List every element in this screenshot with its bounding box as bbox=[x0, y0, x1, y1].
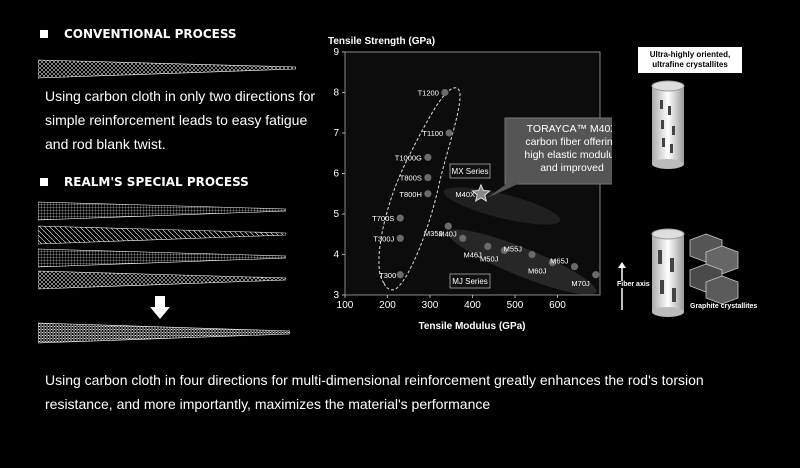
conventional-line-3: and rod blank twist. bbox=[45, 136, 166, 152]
special-line-1: Using carbon cloth in four directions fo… bbox=[45, 372, 704, 388]
point-M55J bbox=[528, 250, 536, 259]
label-T800H: T800H bbox=[399, 190, 422, 199]
x-tick-label: 400 bbox=[464, 300, 481, 311]
point-T300 bbox=[396, 271, 404, 279]
special-description: Using carbon cloth in four directions fo… bbox=[45, 368, 785, 416]
x-tick-label: 600 bbox=[549, 300, 566, 311]
mj-series-label: MJ Series bbox=[452, 277, 488, 286]
t-series-region bbox=[378, 87, 461, 291]
conventional-heading-row: CONVENTIONAL PROCESS bbox=[40, 27, 237, 41]
label-T300: T300 bbox=[379, 271, 396, 280]
conventional-description: Using carbon cloth in only two direction… bbox=[45, 84, 315, 156]
conventional-line-2: simple reinforcement leads to easy fatig… bbox=[45, 112, 308, 128]
label-T1100: T1100 bbox=[422, 129, 443, 138]
label-M50J: M50J bbox=[480, 254, 499, 263]
special-line-2: resistance, and more importantly, maximi… bbox=[45, 396, 491, 412]
label-M40J: M40J bbox=[438, 229, 457, 238]
callout-box bbox=[504, 117, 612, 185]
label-T1200: T1200 bbox=[418, 89, 439, 98]
conventional-heading: CONVENTIONAL PROCESS bbox=[64, 27, 237, 41]
label-M70J: M70J bbox=[571, 279, 590, 288]
point-M35J bbox=[444, 222, 452, 230]
down-arrow-icon bbox=[150, 296, 170, 319]
special-rod-combined bbox=[38, 322, 290, 344]
oriented-label-line-2: ultrafine crystallites bbox=[652, 60, 728, 69]
point-T1200 bbox=[441, 88, 449, 97]
y-tick-label: 7 bbox=[333, 128, 339, 139]
point-M40X-star bbox=[471, 183, 491, 203]
point-T1100 bbox=[445, 129, 453, 137]
point-M40J bbox=[459, 234, 467, 242]
point-T800H bbox=[424, 190, 432, 198]
point-M46J bbox=[484, 242, 492, 250]
special-heading-row: REALM'S SPECIAL PROCESS bbox=[40, 175, 249, 189]
special-rod-layer-1 bbox=[38, 201, 286, 221]
bullet-square-icon bbox=[40, 178, 48, 186]
conventional-line-1: Using carbon cloth in only two direction… bbox=[45, 88, 316, 104]
label-M46J: M46J bbox=[463, 250, 482, 259]
graphite-crystallites-label: Graphite crystallites bbox=[690, 303, 758, 310]
label-M35J: M35J bbox=[424, 229, 443, 238]
mx-series-region bbox=[443, 187, 561, 225]
point-T300J bbox=[396, 234, 404, 242]
chart-xlabel: Tensile Modulus (GPa) bbox=[418, 321, 525, 332]
label-M40X: M40X bbox=[455, 190, 475, 199]
oriented-label-line-1: Ultra-highly oriented, bbox=[649, 50, 731, 59]
tensile-chart: Tensile Strength (GPa) 100 200 300 400 500 60… bbox=[328, 36, 612, 332]
graphite-crystallites-icon bbox=[689, 233, 739, 305]
mx-series-label: MX Series bbox=[452, 167, 489, 176]
conventional-rod bbox=[38, 59, 296, 79]
x-tick-label: 300 bbox=[422, 300, 439, 311]
bullet-square-icon bbox=[40, 30, 48, 38]
special-rod-layer-4 bbox=[38, 270, 286, 290]
callout-line: and improved bbox=[540, 162, 604, 174]
point-T800S bbox=[424, 173, 432, 182]
y-tick-label: 4 bbox=[333, 250, 339, 261]
label-T800S: T800S bbox=[400, 174, 422, 183]
x-tick-label: 500 bbox=[507, 300, 524, 311]
fiber-axis-arrow-icon bbox=[618, 262, 626, 310]
y-tick-label: 6 bbox=[333, 169, 339, 180]
x-tick-label: 200 bbox=[379, 300, 396, 311]
point-T1000G bbox=[424, 153, 432, 161]
callout-pointer bbox=[487, 180, 527, 198]
point-M65J bbox=[570, 263, 579, 271]
label-M60J: M60J bbox=[528, 267, 547, 276]
y-tick-label: 5 bbox=[333, 209, 339, 220]
mx-series-box bbox=[449, 163, 491, 179]
chart-ylabel: Tensile Strength (GPa) bbox=[328, 36, 435, 47]
point-T700S bbox=[396, 214, 404, 222]
callout-line: carbon fiber offering bbox=[525, 136, 612, 148]
special-rod-layer-2 bbox=[38, 225, 286, 245]
label-T300J: T300J bbox=[373, 234, 394, 243]
mj-series-box bbox=[449, 273, 491, 289]
fiber-axis-label: Fiber axis bbox=[617, 281, 650, 288]
point-M70J bbox=[592, 271, 600, 279]
oriented-crystallites-label: Ultra-highly oriented, ultrafine crystal… bbox=[638, 47, 742, 73]
y-tick-label: 8 bbox=[333, 88, 339, 99]
label-T1000G: T1000G bbox=[395, 153, 422, 162]
point-M50J bbox=[500, 246, 508, 255]
label-M65J: M65J bbox=[550, 257, 569, 266]
fiber-cylinder-top-icon bbox=[651, 80, 685, 169]
callout-line: TORAYCA™ M40X bbox=[527, 123, 612, 135]
special-rod-layer-3 bbox=[38, 248, 286, 268]
y-tick-label: 3 bbox=[333, 290, 339, 301]
fiber-cylinder-bottom-icon bbox=[651, 228, 685, 317]
x-tick-label: 100 bbox=[337, 300, 354, 311]
point-M60J bbox=[548, 259, 556, 267]
callout-line: high elastic modulus bbox=[524, 149, 612, 161]
y-tick-label: 9 bbox=[333, 47, 339, 58]
label-M55J: M55J bbox=[504, 245, 523, 254]
label-T700S: T700S bbox=[372, 214, 394, 223]
special-heading: REALM'S SPECIAL PROCESS bbox=[64, 175, 249, 189]
